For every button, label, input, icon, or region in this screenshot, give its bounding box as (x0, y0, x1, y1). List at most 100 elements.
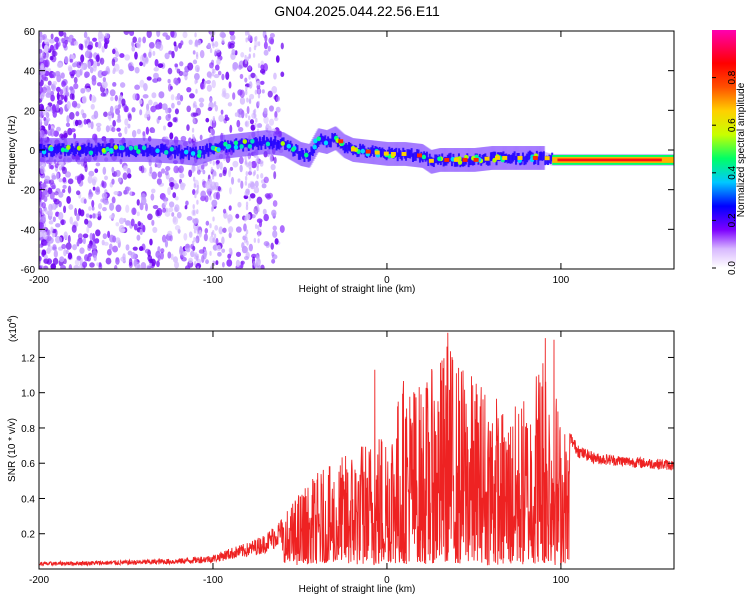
spectrogram-ridge-core (71, 143, 74, 153)
spectrogram-ridge-core (405, 152, 408, 161)
spectrogram-noise-blob (279, 225, 285, 233)
spectrogram-ridge-core (540, 151, 543, 161)
spectrogram-noise-blob (114, 95, 118, 102)
spectrogram-noise-blob (92, 37, 97, 42)
spectrogram-ridge-core (364, 148, 367, 158)
spectrogram-noise-blob (70, 128, 76, 133)
spectrogram-noise-blob (48, 123, 51, 131)
spectrogram-ridge-core (297, 151, 300, 160)
spectrogram-ridge-core (251, 140, 254, 150)
spectrogram-noise-blob (140, 165, 145, 174)
spectrogram-streak-blob (253, 36, 257, 42)
spectrogram-noise-blob (173, 41, 177, 47)
spectrogram-noise-blob (185, 200, 189, 206)
spectrogram-streak-blob (244, 155, 247, 161)
spectrogram-noise-blob (172, 192, 177, 199)
spectrogram-streak-blob (194, 32, 197, 38)
spectrogram-noise-blob (157, 115, 162, 121)
spectrogram-ridge-core (45, 148, 48, 158)
colorbar-tick-label: 0.4 (727, 165, 738, 179)
spectrogram-noise-blob (99, 57, 105, 65)
spectrogram-streak-blob (209, 133, 212, 139)
spectrogram-y-tick-label: 0 (29, 146, 35, 157)
spectrogram-noise-blob (76, 159, 82, 165)
spectrogram-noise-blob (80, 174, 85, 181)
spectrogram-noise-blob (134, 84, 141, 90)
spectrogram-streak-blob (209, 73, 212, 79)
spectrogram-streak-blob (212, 117, 216, 123)
spectrogram-ridge-core (57, 144, 60, 154)
spectrogram-streak-blob (212, 260, 216, 266)
spectrogram-ridge-core (327, 136, 330, 146)
spectrogram-noise-blob (39, 255, 42, 262)
spectrogram-noise-blob (259, 68, 266, 74)
spectrogram-noise-blob (56, 86, 61, 93)
spectrogram-noise-blob (189, 93, 195, 99)
spectrogram-streak-blob (245, 147, 248, 153)
spectrogram-hot-spot (457, 160, 463, 165)
spectrogram-noise-blob (116, 127, 121, 132)
spectrogram-noise-blob (230, 34, 236, 41)
spectrogram-streak-blob (256, 162, 260, 168)
spectrogram-noise-blob (192, 50, 196, 55)
spectrogram-peak-dash (453, 157, 459, 162)
spectrogram-noise-blob (149, 166, 153, 174)
spectrogram-noise-blob (178, 165, 184, 174)
spectrogram-noise-blob (91, 206, 95, 211)
spectrogram-noise-blob (102, 70, 109, 75)
spectrogram-noise-blob (274, 111, 278, 119)
spectrogram-noise-blob (200, 82, 206, 90)
spectrogram-noise-blob (43, 133, 48, 141)
spectrogram-ridge-core (398, 148, 401, 158)
spectrogram-noise-blob (188, 169, 193, 178)
spectrogram-noise-blob (167, 78, 171, 84)
spectrogram-noise-blob (128, 65, 135, 72)
spectrogram-ridge-core (413, 152, 416, 162)
spectrogram-ridge-core (274, 136, 277, 145)
spectrogram-noise-blob (123, 31, 130, 35)
spectrogram-noise-blob (201, 254, 205, 263)
spectrogram-noise-blob (145, 126, 150, 135)
spectrogram-noise-blob (42, 265, 49, 269)
spectrogram-ridge-core (432, 158, 435, 168)
spectrogram-noise-blob (64, 171, 71, 178)
spectrogram-noise-blob (215, 159, 221, 164)
spectrogram-noise-blob (138, 37, 142, 43)
spectrogram-noise-blob (170, 31, 175, 38)
spectrogram-ridge-core (87, 142, 90, 152)
spectrogram-noise-blob (143, 83, 148, 92)
spectrogram-streak-blob (248, 196, 251, 202)
spectrogram-noise-blob (186, 124, 190, 132)
spectrogram-ridge-core (425, 151, 428, 161)
spectrogram-streak-blob (254, 223, 258, 229)
spectrogram-noise-blob (43, 241, 48, 246)
spectrogram-noise-blob (115, 222, 120, 227)
spectrogram-noise-blob (112, 82, 117, 87)
spectrogram-ridge-core (208, 142, 211, 152)
spectrogram-ridge-core (218, 142, 221, 152)
spectrogram-noise-blob (59, 256, 65, 263)
snr-x-tick-label: 100 (553, 575, 570, 586)
spectrogram-noise-blob (256, 196, 263, 205)
spectrogram-flat-band-core (557, 158, 662, 162)
spectrogram-noise-blob (131, 46, 136, 52)
spectrogram-ridge-core (90, 143, 93, 153)
spectrogram-noise-blob (227, 102, 233, 107)
spectrogram-noise-blob (263, 107, 268, 115)
spectrogram-ridge-core (299, 151, 302, 160)
snr-y-tick-label: 0.6 (21, 459, 35, 470)
spectrogram-hot-spot (313, 138, 318, 144)
spectrogram-noise-blob (167, 121, 173, 128)
spectrogram-noise-blob (124, 186, 130, 195)
spectrogram-noise-blob (42, 188, 48, 196)
spectrogram-hot-spot (105, 146, 110, 152)
spectrogram-noise-blob (160, 168, 166, 174)
spectrogram-peak-dash (417, 153, 423, 158)
spectrogram-noise-blob (256, 218, 263, 224)
spectrogram-noise-blob (97, 41, 102, 49)
spectrogram-streak-blob (245, 236, 248, 242)
spectrogram-streak-blob (245, 121, 248, 127)
spectrogram-noise-blob (73, 132, 77, 139)
spectrogram-noise-blob (186, 105, 192, 113)
spectrogram-streak-blob (256, 174, 259, 180)
